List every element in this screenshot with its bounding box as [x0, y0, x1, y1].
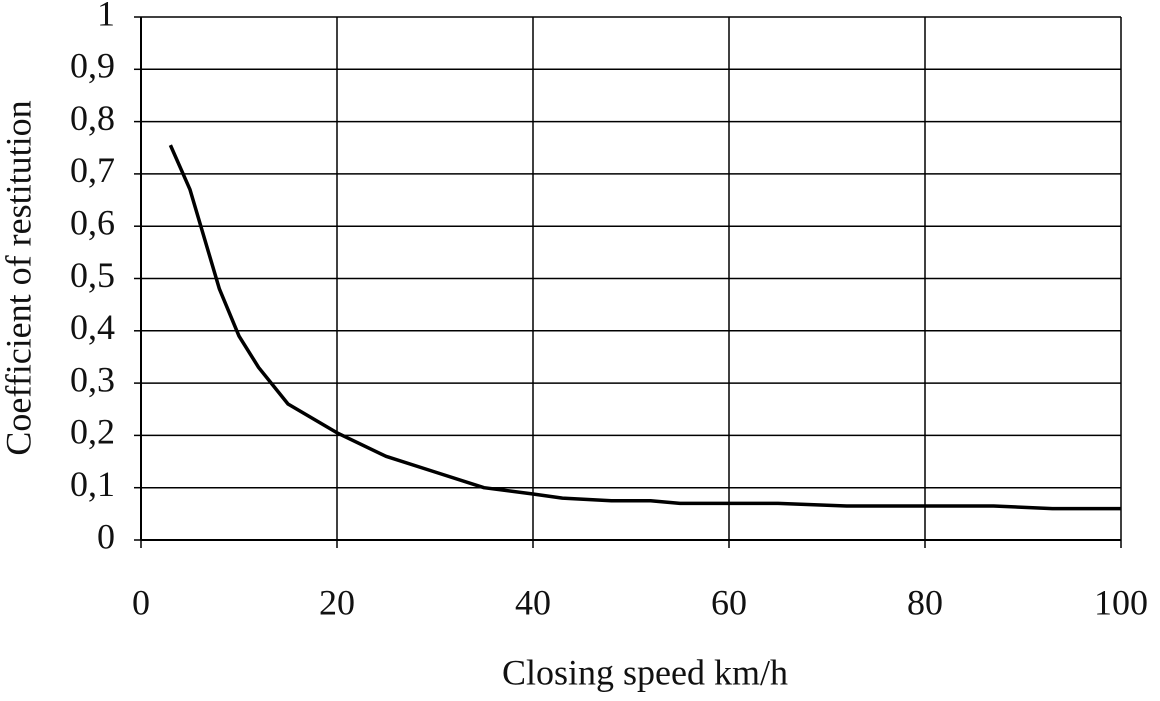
y-tick-label: 0,8 [70, 98, 115, 138]
x-axis-label: Closing speed km/h [502, 652, 788, 692]
x-tick-label: 100 [1094, 582, 1148, 622]
data-line [168, 144, 1121, 511]
x-tick-label: 60 [711, 582, 747, 622]
x-tick-label: 40 [515, 582, 551, 622]
y-tick-label: 0,4 [70, 307, 115, 347]
x-tick-label: 80 [907, 582, 943, 622]
y-tick-label: 0,2 [70, 412, 115, 452]
y-tick-label: 0,3 [70, 359, 115, 399]
y-tick-label: 0,6 [70, 202, 115, 242]
x-tick-label: 20 [319, 582, 355, 622]
y-axis-label: Coefficient of restitution [0, 100, 38, 455]
y-tick-label: 0,1 [70, 464, 115, 504]
y-tick-label: 0,7 [70, 150, 115, 190]
y-tick-label: 1 [97, 0, 115, 33]
x-tick-label: 0 [132, 582, 150, 622]
y-tick-label: 0,5 [70, 255, 115, 295]
y-tick-label: 0 [97, 516, 115, 556]
y-tick-label: 0,9 [70, 46, 115, 86]
